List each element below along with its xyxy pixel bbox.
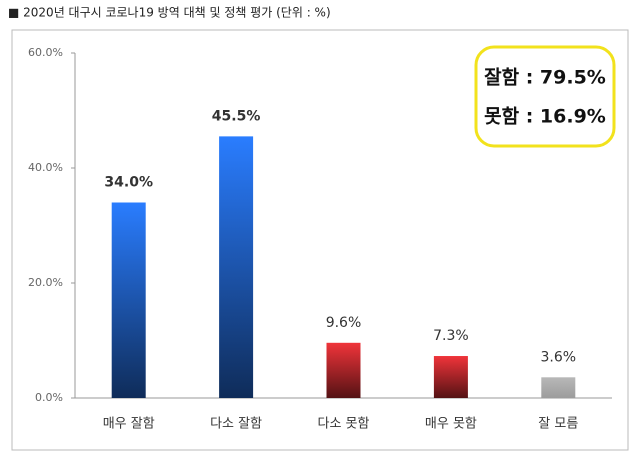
value-label: 45.5% <box>212 108 261 124</box>
x-tick-label: 다소 못함 <box>318 417 370 432</box>
summary-bad: 못함 : 16.9% <box>484 106 606 128</box>
chart-title: ■ 2020년 대구시 코로나19 방역 대책 및 정책 평가 (단위 : %) <box>8 5 331 20</box>
value-label: 3.6% <box>541 349 577 365</box>
x-tick-label: 매우 못함 <box>425 417 477 432</box>
y-tick-label: 60.0% <box>28 46 63 59</box>
y-tick-label: 40.0% <box>28 161 63 174</box>
y-tick-label: 0.0% <box>35 391 63 404</box>
value-label: 7.3% <box>433 328 469 344</box>
bar <box>219 136 254 398</box>
x-tick-label: 잘 모름 <box>538 417 578 432</box>
bar <box>433 356 468 398</box>
bar <box>541 377 576 398</box>
x-tick-label: 다소 잘함 <box>210 417 262 432</box>
summary-box <box>474 45 616 148</box>
y-tick-label: 20.0% <box>28 276 63 289</box>
x-tick-label: 매우 잘함 <box>103 417 155 432</box>
value-label: 9.6% <box>326 315 362 331</box>
value-label: 34.0% <box>104 175 153 191</box>
bar <box>326 342 361 398</box>
bar <box>111 202 146 398</box>
summary-good: 잘함 : 79.5% <box>484 67 606 89</box>
